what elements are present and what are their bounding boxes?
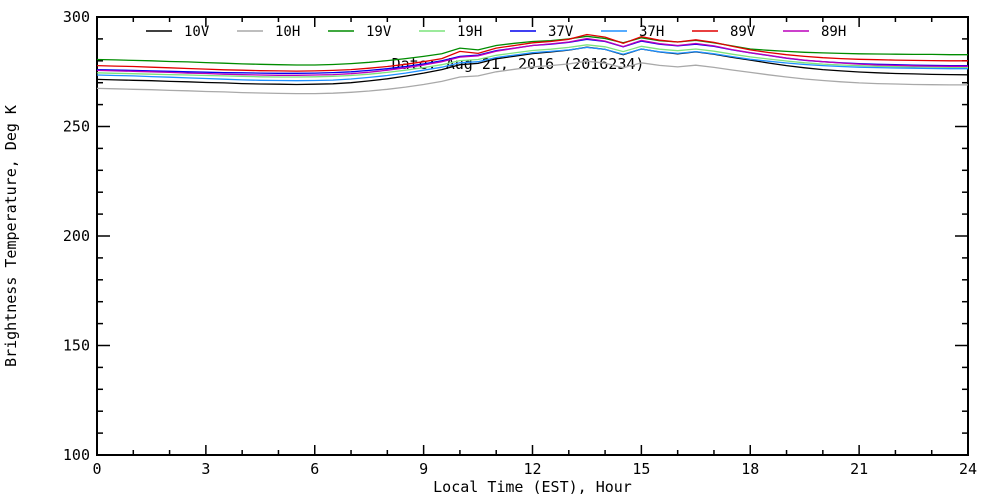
- legend-label-10H: 10H: [275, 24, 300, 40]
- svg-text:150: 150: [63, 337, 90, 355]
- series-line-10H: [96, 60, 968, 95]
- legend-entry-89H: 89H: [783, 24, 846, 40]
- svg-text:6: 6: [310, 460, 319, 478]
- legend-label-89H: 89H: [821, 24, 846, 40]
- y-tick-labels: 100 150 200 250 300: [63, 8, 90, 464]
- svg-text:3: 3: [201, 460, 210, 478]
- series-line-19H: [96, 44, 968, 78]
- svg-text:300: 300: [63, 8, 90, 26]
- series-line-89H: [96, 37, 968, 76]
- legend: 10V 10H 19V 19H 37V 37H 89V 89H: [146, 24, 846, 40]
- series-line-89V: [96, 33, 968, 72]
- series-line-37H: [96, 46, 968, 82]
- legend-label-37V: 37V: [548, 24, 574, 40]
- svg-text:15: 15: [632, 460, 650, 478]
- svg-text:100: 100: [63, 446, 90, 464]
- plot-frame: [96, 16, 969, 456]
- legend-entry-10H: 10H: [237, 24, 300, 40]
- legend-entry-89V: 89V: [692, 24, 756, 40]
- series-line-19V: [96, 35, 968, 66]
- x-axis-label: Local Time (EST), Hour: [433, 478, 632, 496]
- legend-entry-19V: 19V: [328, 24, 392, 40]
- legend-label-10V: 10V: [184, 24, 210, 40]
- legend-entry-19H: 19H: [419, 24, 482, 40]
- legend-entry-37V: 37V: [510, 24, 574, 40]
- chart-title: Date: Aug 21, 2016 (2016234): [392, 55, 645, 73]
- svg-text:250: 250: [63, 118, 90, 136]
- legend-label-19V: 19V: [366, 24, 392, 40]
- legend-label-89V: 89V: [730, 24, 756, 40]
- svg-text:0: 0: [92, 460, 101, 478]
- legend-label-19H: 19H: [457, 24, 482, 40]
- legend-label-37H: 37H: [639, 24, 664, 40]
- svg-text:24: 24: [959, 460, 977, 478]
- svg-text:200: 200: [63, 227, 90, 245]
- x-tick-labels: 0 3 6 9 12 15 18 21 24: [92, 460, 977, 478]
- series-lines: [96, 33, 969, 95]
- svg-text:18: 18: [741, 460, 759, 478]
- svg-text:9: 9: [419, 460, 428, 478]
- legend-entry-37H: 37H: [601, 24, 664, 40]
- svg-text:12: 12: [523, 460, 541, 478]
- svg-text:21: 21: [850, 460, 868, 478]
- y-axis-label: Brightness Temperature, Deg K: [2, 105, 20, 367]
- series-line-10V: [96, 46, 969, 86]
- legend-entry-10V: 10V: [146, 24, 210, 40]
